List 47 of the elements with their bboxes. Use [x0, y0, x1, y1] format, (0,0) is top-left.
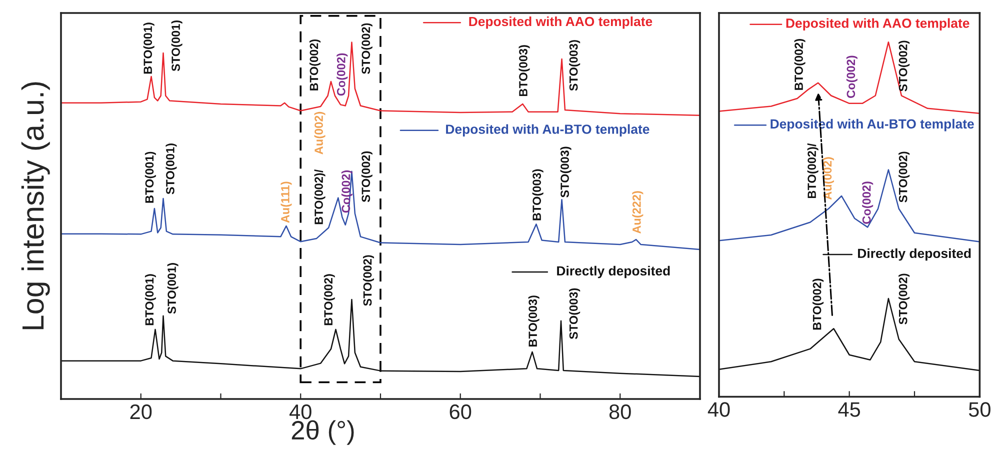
annotation: BTO(001) — [143, 22, 154, 74]
annotation: BTO(002) — [309, 39, 320, 90]
annotation: BTO(002) — [794, 38, 806, 90]
x-tick-label: 45 — [838, 402, 860, 417]
annotation: Co(002) — [846, 56, 858, 98]
annotation: STO(003) — [569, 40, 580, 91]
annotation: STO(003) — [560, 146, 572, 198]
annotation: BTO(003) — [528, 296, 540, 346]
annotation: BTO(003) — [532, 169, 544, 220]
legend-label: Deposited with AAO template — [469, 16, 652, 29]
annotation: Au(222) — [632, 191, 644, 234]
legend-label: Deposited with Au-BTO template — [770, 118, 974, 132]
legend-label: Deposited with AAO template — [786, 18, 970, 30]
x-tick-label: 80 — [609, 404, 631, 420]
x-tick-label: 50 — [968, 402, 990, 417]
x-axis-title: 2θ (°) — [292, 420, 354, 445]
annotation: STO(002) — [361, 23, 372, 74]
annotation: BTO(002)/ — [314, 169, 326, 224]
x-tick-label: 20 — [130, 404, 152, 420]
annotation: Au(002) — [314, 112, 326, 154]
legend-label: Directly deposited — [557, 266, 670, 278]
annotation: STO(001) — [166, 144, 177, 194]
annotation: Au(002) — [822, 157, 834, 200]
annotation: Co(002) — [341, 170, 352, 213]
annotation: STO(002) — [363, 255, 374, 306]
annotation: STO(001) — [171, 20, 182, 72]
annotation: STO(002) — [898, 274, 910, 324]
annotation: STO(002) — [361, 151, 372, 202]
y-axis-title: Log intensity (a.u.) — [21, 82, 50, 330]
x-tick-label: 40 — [708, 402, 730, 417]
annotation: BTO(002) — [812, 278, 824, 330]
annotation: BTO(002) — [324, 274, 335, 326]
annotation: STO(002) — [898, 40, 910, 92]
x-tick-label: 40 — [290, 404, 312, 420]
annotation: Co(002) — [862, 182, 874, 224]
legend-label: Directly deposited — [858, 248, 971, 261]
annotation: STO(002) — [898, 152, 910, 202]
annotation: BTO(002)/ — [807, 143, 818, 198]
annotation: STO(003) — [569, 288, 580, 340]
annotation: STO(001) — [167, 263, 178, 314]
legend-label: Deposited with Au-BTO template — [446, 124, 650, 137]
annotation: Au(111) — [280, 182, 292, 223]
annotation: BTO(001) — [144, 152, 156, 203]
annotation: BTO(001) — [144, 274, 156, 326]
annotation: BTO(003) — [518, 45, 530, 96]
annotation: Co(002) — [336, 53, 348, 96]
x-tick-label: 60 — [450, 404, 472, 420]
